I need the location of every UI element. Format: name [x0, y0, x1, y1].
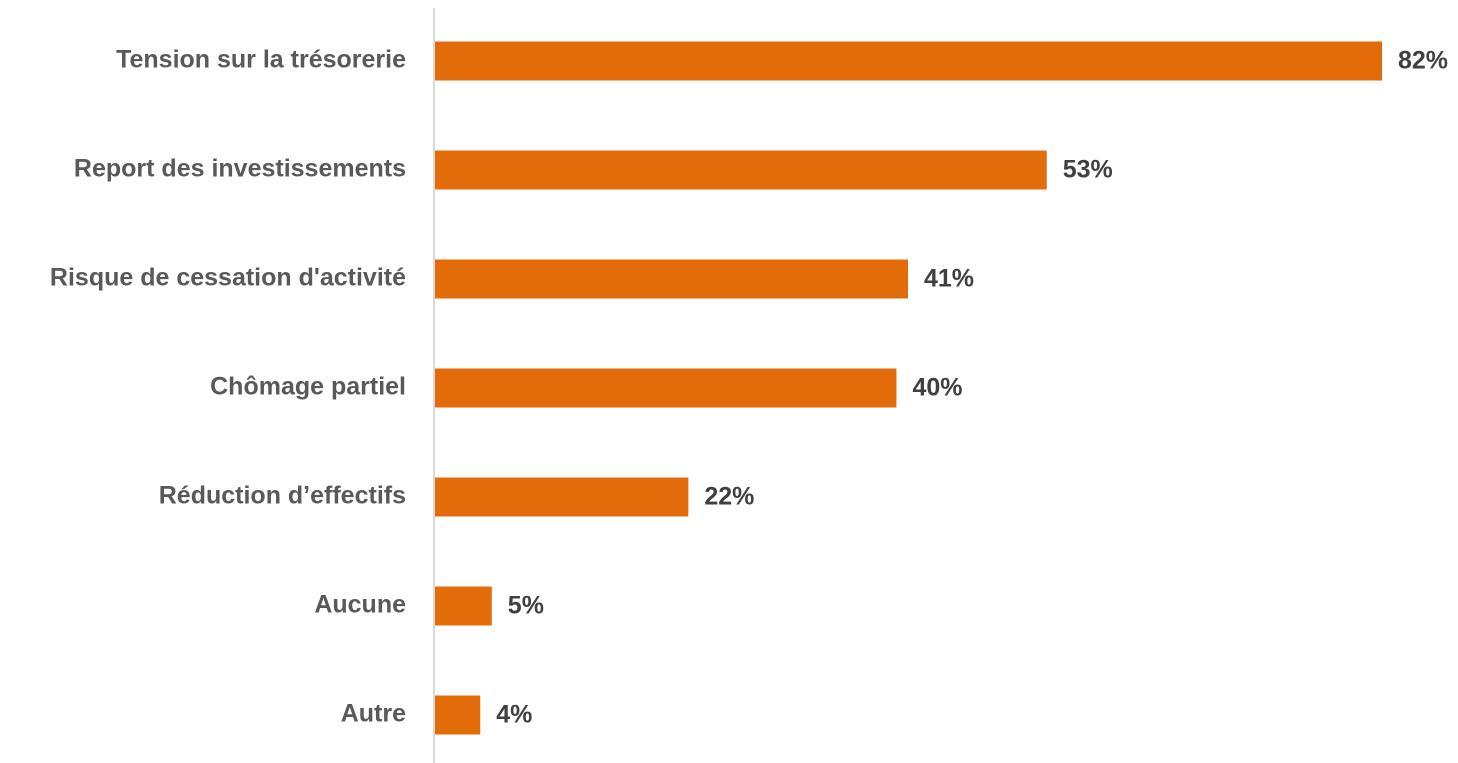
bar	[435, 150, 1047, 190]
category-label: Report des investissements	[74, 155, 406, 183]
value-label: 22%	[704, 483, 754, 511]
category-label: Aucune	[314, 591, 406, 619]
value-label: 82%	[1398, 47, 1448, 75]
category-label: Autre	[341, 700, 406, 728]
category-label: Tension sur la trésorerie	[116, 46, 406, 74]
value-label: 41%	[924, 265, 974, 293]
value-label: 40%	[912, 374, 962, 402]
bar	[435, 259, 908, 299]
value-label: 53%	[1063, 156, 1113, 184]
value-label: 4%	[496, 701, 532, 729]
bars-group: Tension sur la trésorerie 82% Report des i…	[50, 41, 1448, 735]
bar	[435, 586, 492, 626]
bar	[435, 695, 481, 735]
category-label: Risque de cessation d'activité	[50, 264, 406, 292]
bar	[435, 368, 897, 408]
bar	[435, 477, 689, 517]
bar	[435, 41, 1382, 81]
value-label: 5%	[508, 592, 544, 620]
category-label: Réduction d’effectifs	[159, 482, 406, 510]
category-label: Chômage partiel	[210, 373, 406, 401]
